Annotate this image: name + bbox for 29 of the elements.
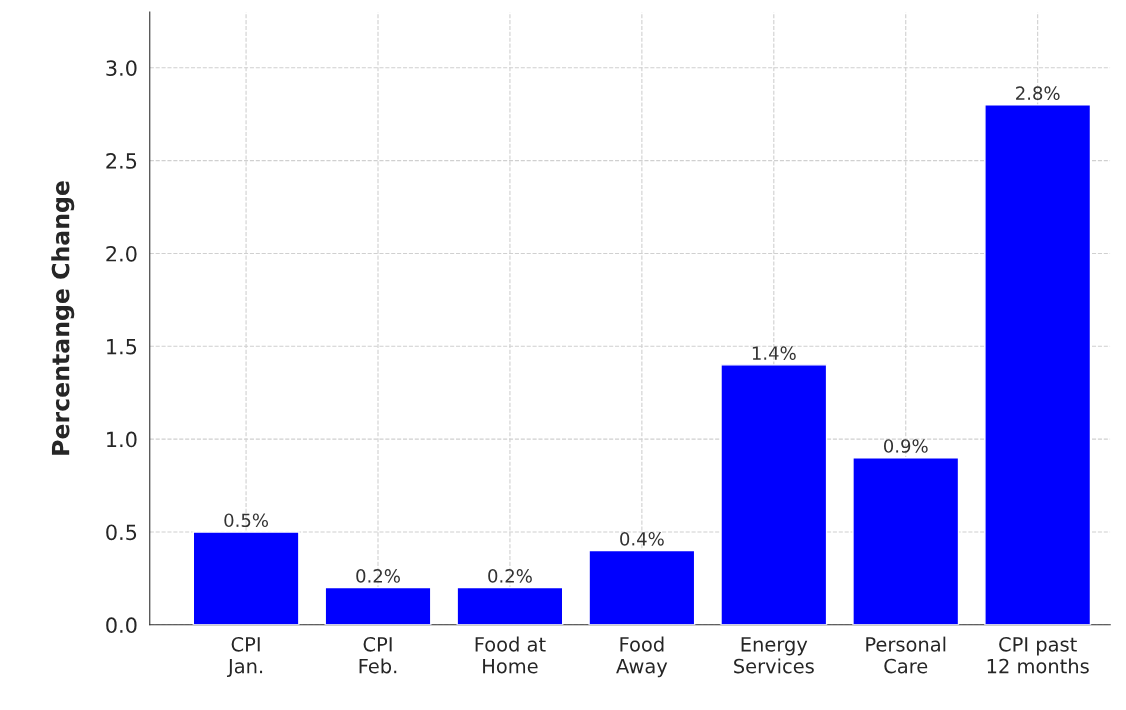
x-tick-label: Food at Home: [475, 636, 546, 674]
y-axis-title: Percentange Change: [51, 181, 75, 455]
bar: [984, 104, 1092, 625]
bar: [192, 531, 300, 625]
data-label: 0.2%: [488, 569, 532, 583]
data-label: 0.2%: [356, 569, 400, 583]
y-tick-label: 1.5: [107, 339, 137, 355]
x-tick-label: Energy Services: [734, 637, 814, 674]
x-tick-label: Personal Care: [866, 636, 946, 674]
y-tick-label: 2.0: [106, 245, 137, 262]
x-tick-label: Food Away: [616, 636, 668, 678]
bar: [324, 586, 432, 625]
data-label: 2.8%: [1016, 86, 1060, 101]
data-label: 0.9%: [883, 439, 928, 453]
data-label: 0.5%: [224, 513, 269, 528]
data-label: 1.4%: [752, 346, 796, 360]
y-tick-label: 0.0: [106, 617, 137, 634]
bar: [588, 549, 696, 625]
data-label: 0.4%: [620, 531, 664, 546]
bar: [720, 364, 828, 625]
y-tick-label: 0.5: [106, 524, 137, 541]
x-tick-label: CPI Feb.: [359, 636, 397, 674]
x-tick-label: CPI past 12 months: [987, 636, 1089, 674]
y-tick-label: 3.0: [106, 60, 137, 76]
x-tick-label: CPI Jan.: [226, 636, 263, 678]
bar: [852, 456, 960, 625]
y-tick-label: 1.0: [107, 431, 137, 448]
bar: [456, 586, 564, 625]
y-tick-label: 2.5: [106, 153, 137, 169]
